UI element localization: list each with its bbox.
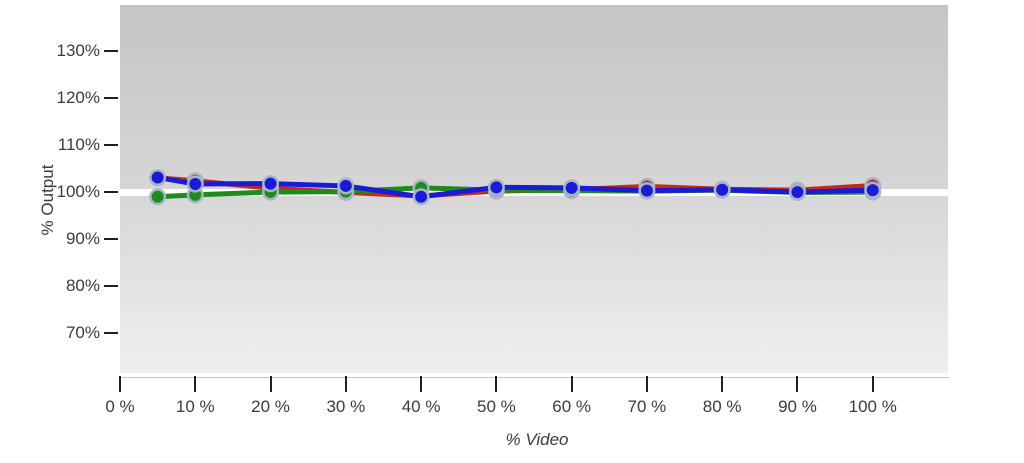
y-tick-label-130: 130% <box>56 40 100 60</box>
data-point-blue-20 <box>262 175 280 193</box>
data-point-blue-100 <box>864 181 882 199</box>
data-point-blue-60 <box>563 179 581 197</box>
x-tick-label-90: 90 % <box>778 397 817 416</box>
x-tick-20 <box>269 376 272 392</box>
x-tick-label-60: 60 % <box>552 397 591 416</box>
y-tick-100 <box>104 191 118 194</box>
x-tick-40 <box>420 376 423 392</box>
x-axis-title: % Video <box>505 430 569 449</box>
x-axis-line <box>120 377 949 378</box>
x-tick-90 <box>796 376 799 392</box>
y-tick-label-120: 120% <box>56 87 100 107</box>
y-tick-label-110: 110% <box>57 134 100 154</box>
y-tick-110 <box>104 143 118 146</box>
y-tick-130 <box>104 49 118 52</box>
x-tick-70 <box>645 376 648 392</box>
x-tick-label-50: 50 % <box>476 397 516 416</box>
y-tick-90 <box>104 238 118 241</box>
data-point-blue-40 <box>412 188 430 206</box>
plot-area <box>120 5 948 373</box>
x-tick-label-80: 80 % <box>702 397 742 416</box>
y-tick-label-100: 100% <box>56 182 100 202</box>
data-point-blue-70 <box>638 182 656 200</box>
y-tick-120 <box>104 96 118 99</box>
x-tick-label-70: 70 % <box>627 397 667 416</box>
series-lines <box>149 168 882 206</box>
x-tick-label-40: 40 % <box>401 397 441 416</box>
data-point-blue-30 <box>337 177 355 195</box>
x-tick-label-20: 20 % <box>251 397 290 416</box>
data-point-blue-90 <box>788 183 806 201</box>
data-point-blue-80 <box>713 181 731 199</box>
x-tick-label-100: 100 % <box>848 397 897 416</box>
data-point-green-5 <box>149 188 167 206</box>
y-tick-label-90: 90% <box>65 229 100 249</box>
x-tick-label-10: 10 % <box>175 397 215 416</box>
data-point-blue-50 <box>487 178 505 196</box>
x-tick-0 <box>119 376 121 392</box>
x-tick-label-0: 0 % <box>105 397 135 416</box>
data-point-blue-5 <box>149 168 167 186</box>
x-tick-100 <box>871 376 874 392</box>
y-tick-label-70: 70% <box>65 323 100 343</box>
y-tick-70 <box>104 332 118 335</box>
data-point-blue-10 <box>186 175 204 193</box>
x-tick-50 <box>495 376 498 392</box>
x-tick-80 <box>721 376 724 392</box>
x-tick-60 <box>570 376 573 392</box>
y-tick-80 <box>104 285 118 288</box>
x-tick-label-30: 30 % <box>326 397 366 416</box>
x-tick-10 <box>194 376 197 392</box>
x-tick-30 <box>344 376 347 392</box>
y-tick-label-80: 80% <box>65 276 100 296</box>
